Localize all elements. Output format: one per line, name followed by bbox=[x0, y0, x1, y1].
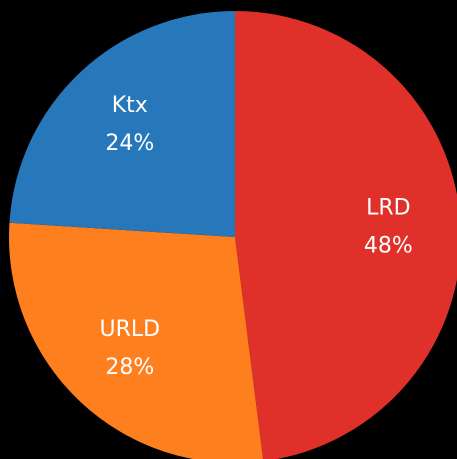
slice-value-label: 24% bbox=[105, 131, 154, 156]
slice-label: LRD bbox=[366, 195, 410, 220]
slice-value-label: 28% bbox=[105, 355, 154, 380]
slice-value-label: 48% bbox=[364, 233, 413, 258]
slice-label: URLD bbox=[100, 317, 161, 342]
pie-slice bbox=[9, 222, 264, 459]
slice-label: Ktx bbox=[112, 93, 148, 118]
pie-slice bbox=[9, 11, 236, 237]
pie-slice bbox=[235, 11, 457, 459]
